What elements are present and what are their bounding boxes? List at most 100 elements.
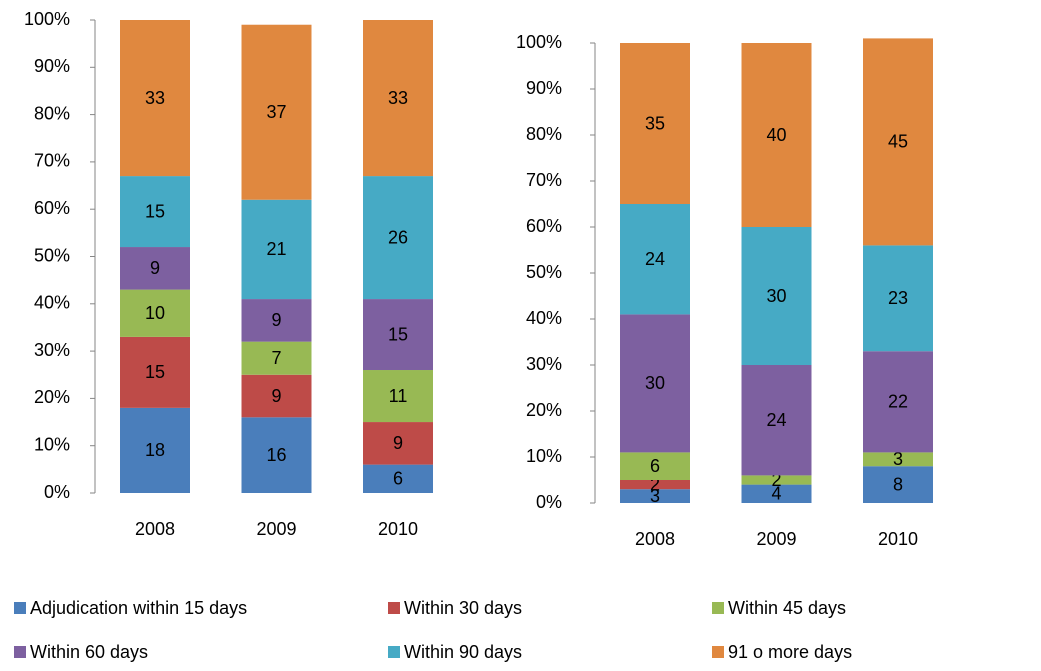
bar-segment <box>241 341 312 375</box>
bar-segment <box>241 299 312 342</box>
legend-swatch <box>14 646 26 658</box>
bar-segment <box>620 489 690 503</box>
data-label: 24 <box>766 410 786 430</box>
legend-label: Within 60 days <box>30 642 148 662</box>
x-tick-label: 2010 <box>378 519 418 539</box>
bar-segment <box>741 484 812 503</box>
y-tick-label: 70% <box>526 170 562 190</box>
legend-swatch <box>712 646 724 658</box>
data-label: 9 <box>271 310 281 330</box>
legend-label: Within 30 days <box>404 598 522 618</box>
bar-segment <box>241 199 312 300</box>
bar-segment <box>120 176 190 248</box>
data-label: 33 <box>145 88 165 108</box>
legend-label: Within 45 days <box>728 598 846 618</box>
data-label: 7 <box>271 348 281 368</box>
y-tick-label: 60% <box>526 216 562 236</box>
data-label: 8 <box>893 474 903 494</box>
data-label: 22 <box>888 392 908 412</box>
data-label: 15 <box>145 201 165 221</box>
data-label: 40 <box>766 125 786 145</box>
y-tick-label: 50% <box>526 262 562 282</box>
y-tick-label: 0% <box>536 492 562 512</box>
bar-segment <box>363 176 433 300</box>
x-tick-label: 2008 <box>135 519 175 539</box>
y-tick-label: 20% <box>526 400 562 420</box>
bar-segment <box>120 336 190 408</box>
data-label: 9 <box>393 433 403 453</box>
legend-swatch <box>388 602 400 614</box>
bar-segment <box>241 417 312 493</box>
bar-segment <box>620 43 690 204</box>
y-tick-label: 40% <box>34 293 70 313</box>
bar-segment <box>863 38 933 246</box>
legend-label: Within 90 days <box>404 642 522 662</box>
bar-segment <box>863 452 933 467</box>
data-label: 37 <box>266 102 286 122</box>
x-tick-label: 2009 <box>256 519 296 539</box>
data-label: 10 <box>145 303 165 323</box>
bar-segment <box>620 480 690 490</box>
bar-segment <box>120 247 190 290</box>
bar-segment <box>363 464 433 493</box>
data-label: 4 <box>771 484 781 504</box>
bar-segment <box>741 475 812 485</box>
y-tick-label: 30% <box>34 340 70 360</box>
legend-swatch <box>712 602 724 614</box>
data-label: 35 <box>645 113 665 133</box>
bar-segment <box>363 20 433 177</box>
legend-label: Adjudication within 15 days <box>30 598 247 618</box>
x-tick-label: 2009 <box>756 529 796 549</box>
data-label: 2 <box>771 470 781 490</box>
data-label: 33 <box>388 88 408 108</box>
bar-segment <box>120 20 190 177</box>
x-tick-label: 2008 <box>635 529 675 549</box>
y-tick-label: 80% <box>526 124 562 144</box>
data-label: 15 <box>145 362 165 382</box>
data-label: 3 <box>893 449 903 469</box>
bar-segment <box>241 374 312 418</box>
bar-segment <box>120 407 190 493</box>
y-tick-label: 20% <box>34 387 70 407</box>
y-tick-label: 40% <box>526 308 562 328</box>
y-tick-label: 0% <box>44 482 70 502</box>
y-tick-label: 50% <box>34 245 70 265</box>
data-label: 11 <box>389 386 408 406</box>
data-label: 23 <box>888 288 908 308</box>
bar-segment <box>863 466 933 503</box>
bar-segment <box>741 43 812 227</box>
bar-segment <box>741 365 812 476</box>
y-tick-label: 100% <box>24 9 70 29</box>
data-label: 2 <box>650 474 660 494</box>
data-label: 30 <box>766 286 786 306</box>
data-label: 30 <box>645 373 665 393</box>
data-label: 15 <box>388 324 408 344</box>
y-tick-label: 80% <box>34 103 70 123</box>
data-label: 9 <box>271 386 281 406</box>
data-label: 24 <box>645 249 665 269</box>
y-tick-label: 90% <box>34 56 70 76</box>
x-tick-label: 2010 <box>878 529 918 549</box>
bar-segment <box>241 24 312 200</box>
data-label: 6 <box>650 456 660 476</box>
y-tick-label: 10% <box>34 434 70 454</box>
bar-segment <box>863 351 933 453</box>
data-label: 3 <box>650 486 660 506</box>
data-label: 9 <box>150 258 160 278</box>
bar-segment <box>863 245 933 352</box>
y-tick-label: 70% <box>34 151 70 171</box>
bar-segment <box>741 227 812 365</box>
y-tick-label: 100% <box>516 32 562 52</box>
bar-segment <box>363 299 433 371</box>
bar-segment <box>363 422 433 465</box>
data-label: 26 <box>388 227 408 247</box>
bar-segment <box>620 204 690 315</box>
bar-segment <box>620 314 690 453</box>
data-label: 16 <box>266 445 286 465</box>
data-label: 6 <box>393 469 403 489</box>
y-tick-label: 90% <box>526 78 562 98</box>
bar-segment <box>620 452 690 480</box>
legend-label: 91 o more days <box>728 642 852 662</box>
data-label: 18 <box>145 440 165 460</box>
